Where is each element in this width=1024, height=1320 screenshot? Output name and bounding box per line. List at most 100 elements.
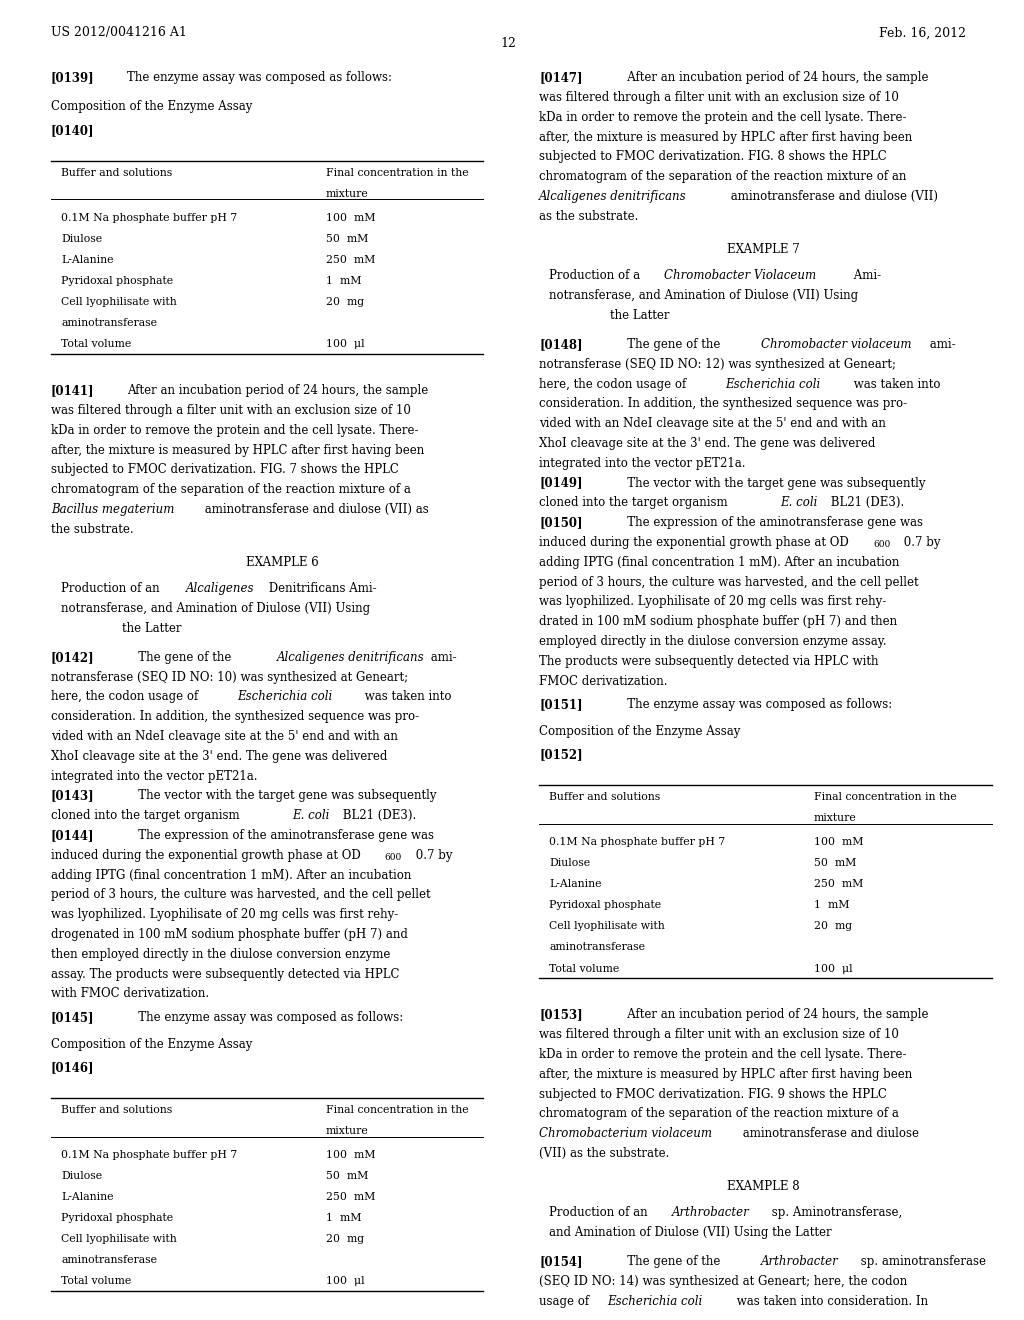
Text: 1  mM: 1 mM (326, 276, 361, 286)
Text: usage of: usage of (540, 1295, 593, 1308)
Text: Denitrificans Ami-: Denitrificans Ami- (264, 582, 376, 595)
Text: consideration. In addition, the synthesized sequence was pro-: consideration. In addition, the synthesi… (540, 397, 907, 411)
Text: the substrate.: the substrate. (51, 523, 133, 536)
Text: L-Alanine: L-Alanine (61, 1192, 114, 1203)
Text: 250  mM: 250 mM (326, 255, 375, 265)
Text: the Latter: the Latter (122, 622, 181, 635)
Text: [0142]: [0142] (51, 651, 94, 664)
Text: assay. The products were subsequently detected via HPLC: assay. The products were subsequently de… (51, 968, 399, 981)
Text: US 2012/0041216 A1: US 2012/0041216 A1 (51, 26, 186, 40)
Text: Production of an: Production of an (61, 582, 164, 595)
Text: after, the mixture is measured by HPLC after first having been: after, the mixture is measured by HPLC a… (540, 1068, 912, 1081)
Text: subjected to FMOC derivatization. FIG. 7 shows the HPLC: subjected to FMOC derivatization. FIG. 7… (51, 463, 398, 477)
Text: notransferase (SEQ ID NO: 10) was synthesized at Geneart;: notransferase (SEQ ID NO: 10) was synthe… (51, 671, 408, 684)
Text: Final concentration in the: Final concentration in the (326, 168, 468, 178)
Text: Chromobacter violaceum: Chromobacter violaceum (761, 338, 911, 351)
Text: was taken into: was taken into (361, 690, 452, 704)
Text: 0.1M Na phosphate buffer pH 7: 0.1M Na phosphate buffer pH 7 (61, 1150, 238, 1160)
Text: was filtered through a filter unit with an exclusion size of 10: was filtered through a filter unit with … (540, 91, 899, 104)
Text: was filtered through a filter unit with an exclusion size of 10: was filtered through a filter unit with … (51, 404, 411, 417)
Text: vided with an NdeI cleavage site at the 5' end and with an: vided with an NdeI cleavage site at the … (51, 730, 397, 743)
Text: The gene of the: The gene of the (615, 338, 724, 351)
Text: chromatogram of the separation of the reaction mixture of a: chromatogram of the separation of the re… (540, 1107, 899, 1121)
Text: The vector with the target gene was subsequently: The vector with the target gene was subs… (127, 789, 436, 803)
Text: notransferase, and Amination of Diulose (VII) Using: notransferase, and Amination of Diulose … (61, 602, 370, 615)
Text: L-Alanine: L-Alanine (61, 255, 114, 265)
Text: period of 3 hours, the culture was harvested, and the cell pellet: period of 3 hours, the culture was harve… (51, 888, 430, 902)
Text: induced during the exponential growth phase at OD: induced during the exponential growth ph… (540, 536, 849, 549)
Text: [0143]: [0143] (51, 789, 94, 803)
Text: after, the mixture is measured by HPLC after first having been: after, the mixture is measured by HPLC a… (540, 131, 912, 144)
Text: [0154]: [0154] (540, 1255, 583, 1269)
Text: [0141]: [0141] (51, 384, 94, 397)
Text: L-Alanine: L-Alanine (550, 879, 602, 890)
Text: EXAMPLE 8: EXAMPLE 8 (727, 1180, 800, 1193)
Text: 100  mM: 100 mM (326, 1150, 375, 1160)
Text: [0145]: [0145] (51, 1011, 94, 1024)
Text: [0153]: [0153] (540, 1008, 583, 1022)
Text: Diulose: Diulose (550, 858, 591, 869)
Text: sp. Aminotransferase,: sp. Aminotransferase, (768, 1206, 902, 1220)
Text: consideration. In addition, the synthesized sequence was pro-: consideration. In addition, the synthesi… (51, 710, 419, 723)
Text: [0148]: [0148] (540, 338, 583, 351)
Text: XhoI cleavage site at the 3' end. The gene was delivered: XhoI cleavage site at the 3' end. The ge… (540, 437, 876, 450)
Text: [0149]: [0149] (540, 477, 583, 490)
Text: [0147]: [0147] (540, 71, 583, 84)
Text: sp. aminotransferase: sp. aminotransferase (857, 1255, 986, 1269)
Text: 100  mM: 100 mM (814, 837, 863, 847)
Text: induced during the exponential growth phase at OD: induced during the exponential growth ph… (51, 849, 360, 862)
Text: Final concentration in the: Final concentration in the (326, 1105, 468, 1115)
Text: was lyophilized. Lyophilisate of 20 mg cells was first rehy-: was lyophilized. Lyophilisate of 20 mg c… (540, 595, 887, 609)
Text: [0144]: [0144] (51, 829, 94, 842)
Text: Cell lyophilisate with: Cell lyophilisate with (61, 1234, 177, 1245)
Text: mixture: mixture (326, 189, 369, 199)
Text: employed directly in the diulose conversion enzyme assay.: employed directly in the diulose convers… (540, 635, 887, 648)
Text: aminotransferase: aminotransferase (550, 942, 645, 953)
Text: The enzyme assay was composed as follows:: The enzyme assay was composed as follows… (127, 71, 392, 84)
Text: After an incubation period of 24 hours, the sample: After an incubation period of 24 hours, … (127, 384, 428, 397)
Text: and Amination of Diulose (VII) Using the Latter: and Amination of Diulose (VII) Using the… (550, 1226, 833, 1239)
Text: 20  mg: 20 mg (814, 921, 852, 932)
Text: Diulose: Diulose (61, 234, 102, 244)
Text: kDa in order to remove the protein and the cell lysate. There-: kDa in order to remove the protein and t… (540, 111, 906, 124)
Text: The gene of the: The gene of the (127, 651, 236, 664)
Text: Pyridoxal phosphate: Pyridoxal phosphate (550, 900, 662, 911)
Text: Cell lyophilisate with: Cell lyophilisate with (61, 297, 177, 308)
Text: vided with an NdeI cleavage site at the 5' end and with an: vided with an NdeI cleavage site at the … (540, 417, 886, 430)
Text: Total volume: Total volume (61, 339, 131, 350)
Text: Buffer and solutions: Buffer and solutions (61, 168, 172, 178)
Text: here, the codon usage of: here, the codon usage of (51, 690, 202, 704)
Text: The vector with the target gene was subsequently: The vector with the target gene was subs… (615, 477, 925, 490)
Text: [0139]: [0139] (51, 71, 94, 84)
Text: subjected to FMOC derivatization. FIG. 8 shows the HPLC: subjected to FMOC derivatization. FIG. 8… (540, 150, 887, 164)
Text: (SEQ ID NO: 14) was synthesized at Geneart; here, the codon: (SEQ ID NO: 14) was synthesized at Genea… (540, 1275, 907, 1288)
Text: 600: 600 (385, 853, 401, 862)
Text: E. coli: E. coli (780, 496, 818, 510)
Text: Production of a: Production of a (550, 269, 644, 282)
Text: [0140]: [0140] (51, 124, 94, 137)
Text: 100  μl: 100 μl (326, 339, 365, 350)
Text: BL21 (DE3).: BL21 (DE3). (827, 496, 904, 510)
Text: 0.1M Na phosphate buffer pH 7: 0.1M Na phosphate buffer pH 7 (61, 213, 238, 223)
Text: integrated into the vector pET21a.: integrated into the vector pET21a. (51, 770, 257, 783)
Text: chromatogram of the separation of the reaction mixture of an: chromatogram of the separation of the re… (540, 170, 906, 183)
Text: kDa in order to remove the protein and the cell lysate. There-: kDa in order to remove the protein and t… (51, 424, 419, 437)
Text: was taken into consideration. In: was taken into consideration. In (732, 1295, 928, 1308)
Text: 20  mg: 20 mg (326, 297, 364, 308)
Text: mixture: mixture (326, 1126, 369, 1137)
Text: 0.7 by: 0.7 by (900, 536, 941, 549)
Text: (VII) as the substrate.: (VII) as the substrate. (540, 1147, 670, 1160)
Text: Escherichia coli: Escherichia coli (725, 378, 820, 391)
Text: Arthrobacter: Arthrobacter (761, 1255, 839, 1269)
Text: was taken into: was taken into (850, 378, 940, 391)
Text: integrated into the vector pET21a.: integrated into the vector pET21a. (540, 457, 745, 470)
Text: 100  μl: 100 μl (326, 1276, 365, 1287)
Text: Escherichia coli: Escherichia coli (607, 1295, 702, 1308)
Text: ami-: ami- (427, 651, 457, 664)
Text: period of 3 hours, the culture was harvested, and the cell pellet: period of 3 hours, the culture was harve… (540, 576, 919, 589)
Text: Final concentration in the: Final concentration in the (814, 792, 956, 803)
Text: Cell lyophilisate with: Cell lyophilisate with (550, 921, 666, 932)
Text: adding IPTG (final concentration 1 mM). After an incubation: adding IPTG (final concentration 1 mM). … (540, 556, 899, 569)
Text: The enzyme assay was composed as follows:: The enzyme assay was composed as follows… (127, 1011, 403, 1024)
Text: Diulose: Diulose (61, 1171, 102, 1181)
